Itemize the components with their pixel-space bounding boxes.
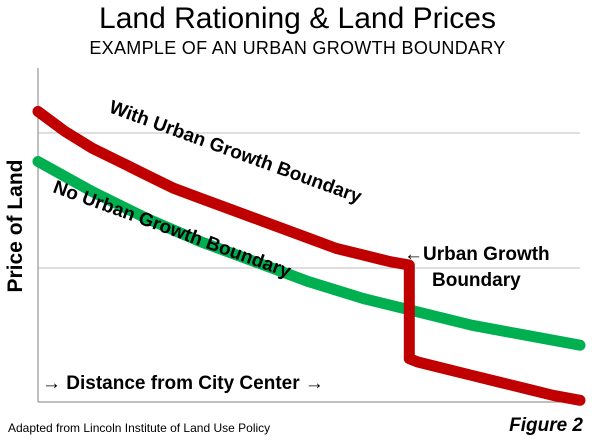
source-note: Adapted from Lincoln Institute of Land U… bbox=[8, 421, 271, 435]
ugb-annotation-line1: Urban Growth bbox=[423, 244, 550, 265]
annotations: With Urban Growth Boundary No Urban Grow… bbox=[42, 97, 550, 394]
ugb-arrow-icon: ← bbox=[404, 244, 423, 265]
gridlines bbox=[38, 132, 580, 269]
series-line-no-ugb bbox=[32, 156, 586, 351]
chart-subtitle: EXAMPLE OF AN URBAN GROWTH BOUNDARY bbox=[89, 38, 506, 58]
chart-title: Land Rationing & Land Prices bbox=[99, 2, 496, 35]
axes bbox=[37, 68, 580, 403]
label-ugb-arrow: ←Urban Growth bbox=[404, 244, 550, 265]
x-axis-label: → Distance from City Center → bbox=[42, 373, 324, 394]
series-line-with-ugb bbox=[32, 105, 586, 406]
series-lines bbox=[32, 105, 586, 406]
figure-number: Figure 2 bbox=[509, 415, 583, 436]
ugb-annotation-line2: Boundary bbox=[432, 270, 521, 291]
label-with-ugb: With Urban Growth Boundary bbox=[106, 97, 364, 208]
